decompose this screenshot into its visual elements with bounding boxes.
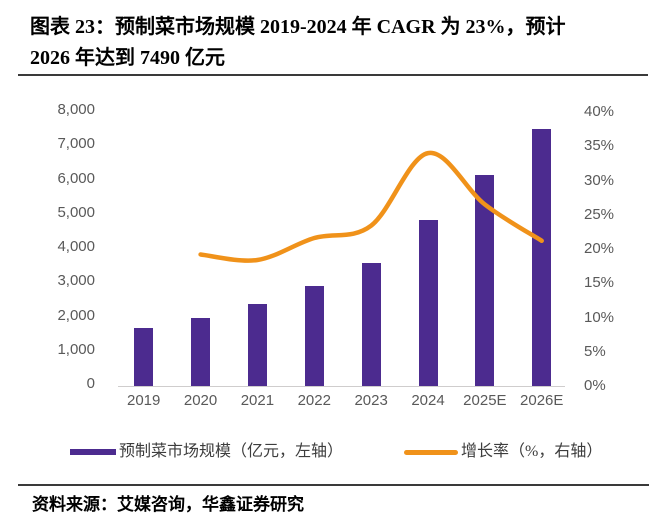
right-axis-tick: 35% [584, 137, 615, 155]
x-axis-line [118, 386, 565, 387]
bar-2022 [304, 285, 324, 386]
legend-line-swatch [404, 450, 458, 455]
figure-title: 图表 23：预制菜市场规模 2019-2024 年 CAGR 为 23%，预计 … [30, 12, 644, 74]
left-axis-tick: 8,000 [57, 101, 95, 118]
right-axis-tick: 25% [584, 205, 615, 223]
left-axis-tick: 1,000 [57, 340, 95, 358]
figure-title-line2: 2026 年达到 7490 亿元 [30, 47, 225, 69]
source-note: 资料来源：艾媒咨询，华鑫证券研究 [32, 495, 304, 514]
left-axis-tick: 2,000 [57, 306, 95, 324]
bar-2025E [475, 175, 495, 386]
x-axis-label: 2021 [240, 392, 275, 409]
right-axis-tick: 30% [584, 171, 615, 189]
left-axis-tick: 0 [86, 375, 95, 392]
x-axis-label: 2023 [354, 392, 388, 409]
right-axis-tick: 10% [584, 308, 615, 326]
x-axis-label: 2020 [183, 392, 218, 409]
right-axis-tick: 5% [584, 342, 606, 360]
right-axis-tick: 15% [584, 274, 615, 292]
left-axis-tick: 6,000 [57, 169, 95, 187]
x-axis-label: 2019 [127, 392, 161, 409]
legend-line-label: 增长率（%，右轴） [461, 443, 603, 460]
left-axis-tick: 5,000 [57, 203, 95, 221]
bar-2023 [361, 262, 381, 386]
bar-2026E [532, 129, 552, 386]
legend-bar-swatch [70, 449, 116, 455]
footer-divider [18, 484, 649, 486]
right-axis-tick: 20% [584, 240, 615, 257]
bar-2024 [418, 219, 438, 386]
x-axis-label: 2022 [297, 392, 331, 409]
right-axis-tick: 0% [584, 377, 606, 394]
bar-2019 [134, 327, 154, 386]
title-divider [18, 74, 648, 76]
left-axis-tick: 4,000 [57, 238, 95, 255]
figure-title-line1: 图表 23：预制菜市场规模 2019-2024 年 CAGR 为 23%，预计 [30, 16, 566, 38]
legend-bar-label: 预制菜市场规模（亿元，左轴） [119, 443, 344, 460]
bar-2021 [247, 303, 267, 386]
right-axis-tick: 40% [584, 103, 615, 120]
left-axis-tick: 3,000 [57, 272, 95, 290]
left-axis-tick: 7,000 [57, 135, 95, 153]
x-axis-label: 2024 [411, 392, 445, 409]
bar-2020 [191, 317, 211, 386]
x-axis-label: 2026E [520, 392, 564, 409]
x-axis-label: 2025E [463, 392, 507, 409]
